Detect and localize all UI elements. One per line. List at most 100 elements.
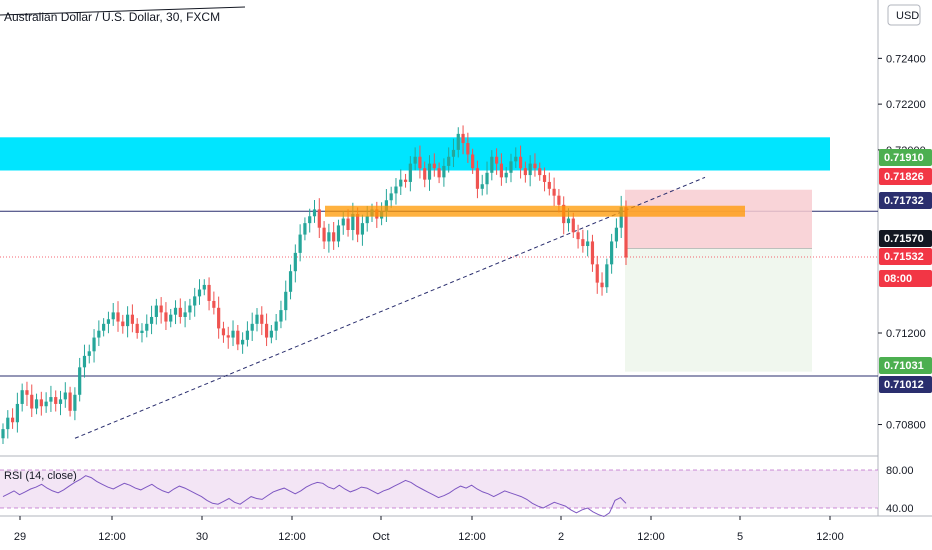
candle-body — [518, 156, 523, 169]
zones-layer — [0, 137, 878, 377]
candle-body — [557, 195, 561, 205]
candle-body — [403, 179, 408, 182]
rsi-tick-label: 80.00 — [886, 465, 914, 477]
rsi-layer — [2, 475, 627, 518]
candle-body — [399, 179, 403, 187]
candle-body — [260, 314, 264, 324]
candle-body — [413, 156, 417, 164]
candle-body — [30, 394, 34, 409]
candle-body — [102, 323, 106, 331]
price-tag — [879, 168, 932, 185]
time-tick-label: 29 — [14, 531, 26, 543]
candle-body — [264, 323, 269, 338]
stop-loss-zone — [625, 189, 812, 249]
candle-body — [25, 390, 29, 395]
price-tick-label: 0.70800 — [886, 420, 926, 432]
candle-body — [504, 172, 508, 178]
candle-body — [317, 209, 321, 228]
candle-body — [566, 218, 571, 224]
price-tag — [879, 376, 932, 393]
candle-body — [173, 307, 178, 315]
candle-body — [78, 367, 82, 395]
candle-body — [63, 392, 67, 400]
candle-body — [145, 323, 149, 331]
candle-body — [1, 429, 5, 439]
price-tag-label: 0.71732 — [884, 195, 924, 207]
candle-body — [581, 239, 585, 247]
candle-body — [360, 223, 365, 235]
candle-body — [92, 337, 96, 352]
candle-body — [356, 213, 360, 235]
candle-body — [140, 330, 144, 333]
candle-body — [490, 156, 494, 173]
rsi-label: RSI (14, close) — [4, 470, 77, 482]
price-tag — [879, 149, 932, 166]
price-tag-label: 0.71532 — [884, 251, 924, 263]
candle-body — [39, 399, 43, 407]
price-tag — [879, 230, 932, 247]
price-tag — [879, 192, 932, 209]
candle-body — [15, 403, 19, 423]
candle-body — [341, 218, 345, 226]
candle-body — [427, 163, 432, 180]
price-tag-label: 0.71826 — [884, 171, 924, 183]
currency-label: USD — [896, 10, 919, 22]
candle-body — [389, 193, 393, 201]
candle-body — [221, 328, 226, 336]
candle-body — [432, 163, 436, 169]
candle-body — [217, 307, 221, 329]
candle-body — [279, 310, 283, 322]
candle-body — [447, 156, 451, 166]
candle-body — [159, 305, 163, 313]
candle-body — [241, 339, 245, 345]
candle-body — [298, 234, 302, 253]
candle-body — [121, 321, 125, 327]
take-profit-zone — [625, 248, 812, 372]
rsi-axis: 80.00 40.00 — [886, 465, 914, 515]
candle-body — [135, 323, 139, 333]
price-tag — [879, 270, 932, 287]
candle-body — [197, 289, 202, 297]
price-tag — [879, 357, 932, 374]
rsi-band — [0, 470, 878, 508]
candle-body — [418, 156, 422, 169]
candle-body — [471, 154, 475, 169]
candle-body — [590, 241, 595, 265]
candle-body — [475, 168, 480, 189]
candle-body — [269, 330, 273, 338]
candle-body — [336, 225, 341, 242]
candle-body — [293, 252, 297, 272]
chart-title: Australian Dollar / U.S. Dollar, 30, FXC… — [4, 10, 220, 24]
time-tick-label: 30 — [196, 531, 208, 543]
candle-body — [255, 314, 259, 324]
time-tick-label: Oct — [372, 531, 389, 543]
candle-body — [207, 284, 211, 301]
candle-body — [614, 227, 619, 242]
candle-body — [365, 216, 369, 224]
candle-body — [576, 232, 580, 240]
candle-body — [451, 149, 456, 157]
price-tags: 0.71910 0.71826 0.71732 0.71570 0.71532 08:00… — [879, 149, 932, 393]
time-axis: 29 12:00 30 12:00 Oct 12:00 2 12:00 5 12:00 — [14, 516, 844, 543]
candle-body — [346, 218, 350, 230]
candle-body — [538, 168, 542, 176]
currency-button[interactable] — [887, 4, 921, 26]
candle-body — [202, 284, 206, 290]
candle-body — [183, 312, 187, 317]
candle-body — [437, 168, 441, 178]
candle-body — [226, 335, 230, 338]
candle-body — [154, 305, 158, 317]
time-tick-label: 2 — [558, 531, 564, 543]
price-tick-label: 0.72400 — [886, 53, 926, 65]
candle-body — [509, 161, 513, 173]
candle-body — [466, 143, 470, 155]
candle-body — [423, 168, 427, 180]
candle-body — [351, 213, 355, 230]
candle-body — [547, 181, 551, 189]
candle-body — [332, 232, 336, 242]
candle-body — [68, 392, 72, 411]
price-tag-label: 0.71012 — [884, 379, 924, 391]
candle-body — [485, 172, 489, 185]
orange-band — [325, 205, 745, 217]
